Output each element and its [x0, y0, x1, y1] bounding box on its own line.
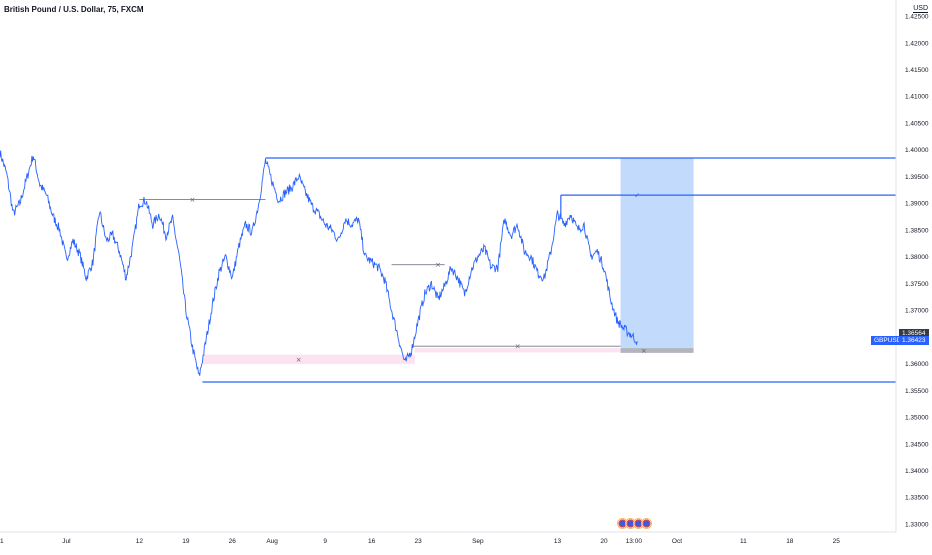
- x-tick-label: 9: [323, 538, 327, 545]
- y-tick-label: 1.34000: [905, 468, 929, 475]
- price-line[interactable]: [0, 150, 638, 376]
- y-tick-label: 1.33000: [905, 521, 929, 528]
- symbol-label: GBPUSD: [871, 336, 905, 346]
- y-tick-label: 1.35500: [905, 388, 929, 395]
- chart-title: British Pound / U.S. Dollar, 75, FXCM: [4, 5, 144, 14]
- y-tick-label: 1.34500: [905, 441, 929, 448]
- anchor-marker-1[interactable]: ×: [190, 196, 196, 204]
- x-tick-label: 26: [229, 538, 237, 545]
- last-price-label: 1.36423: [899, 336, 929, 346]
- anchor-marker-2[interactable]: ×: [435, 261, 441, 269]
- position-stop-zone[interactable]: [620, 348, 694, 353]
- y-tick-label: 1.41000: [905, 94, 929, 101]
- anchor-marker-5[interactable]: ×: [641, 347, 647, 355]
- x-tick-label: 25: [833, 538, 841, 545]
- previous-close-label: 1.36564: [899, 328, 929, 338]
- y-tick-label: 1.38000: [905, 254, 929, 261]
- x-tick-label: 18: [786, 538, 794, 545]
- anchor-marker-4[interactable]: ×: [296, 356, 302, 364]
- x-tick-label: 19: [182, 538, 190, 545]
- y-tick-label: 1.35000: [905, 415, 929, 422]
- target-marker[interactable]: ✓: [634, 192, 640, 200]
- y-tick-label: 1.38500: [905, 227, 929, 234]
- x-tick-label: Sep: [472, 538, 484, 545]
- anchor-marker-3[interactable]: ×: [515, 343, 521, 351]
- y-tick-label: 1.36000: [905, 361, 929, 368]
- currency-label: USD: [913, 5, 928, 13]
- x-tick-label: 20: [600, 538, 608, 545]
- y-tick-label: 1.42000: [905, 40, 929, 47]
- position-profit-zone[interactable]: [620, 157, 694, 349]
- y-tick-label: 1.40000: [905, 147, 929, 154]
- x-tick-label: 21: [0, 538, 4, 545]
- x-tick-label: 13:00: [626, 538, 643, 545]
- us-flag-icon[interactable]: [641, 518, 652, 529]
- y-tick-label: 1.39500: [905, 174, 929, 181]
- x-tick-label: 12: [136, 538, 144, 545]
- x-tick-label: 13: [554, 538, 562, 545]
- y-tick-label: 1.39000: [905, 201, 929, 208]
- x-tick-label: 11: [740, 538, 747, 545]
- x-tick-label: Jul: [62, 538, 71, 545]
- x-tick-label: Aug: [266, 538, 278, 545]
- y-tick-label: 1.37000: [905, 308, 929, 315]
- y-tick-label: 1.40500: [905, 120, 929, 127]
- demand-zone-1[interactable]: [202, 354, 415, 365]
- demand-zone-2[interactable]: [414, 348, 621, 353]
- x-tick-label: Oct: [672, 538, 682, 545]
- y-tick-label: 1.33500: [905, 495, 929, 502]
- x-tick-label: 16: [368, 538, 376, 545]
- y-tick-label: 1.42500: [905, 14, 929, 21]
- y-tick-label: 1.37500: [905, 281, 929, 288]
- x-tick-label: 23: [415, 538, 423, 545]
- y-tick-label: 1.41500: [905, 67, 929, 74]
- economic-events[interactable]: [617, 518, 652, 530]
